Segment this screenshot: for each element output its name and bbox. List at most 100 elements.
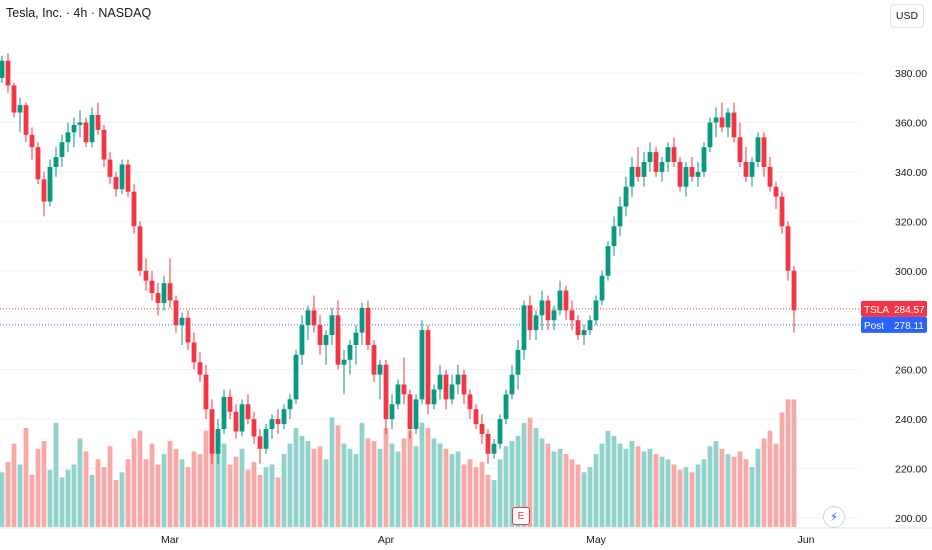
candle-body xyxy=(89,115,95,143)
candle-body xyxy=(131,191,137,227)
candle-body xyxy=(269,419,275,429)
lightning-icon[interactable]: ⚡ xyxy=(823,506,845,528)
volume-bar xyxy=(449,454,455,527)
volume-bar xyxy=(29,474,35,527)
volume-bar xyxy=(41,441,47,527)
volume-bar xyxy=(779,412,785,527)
volume-bar xyxy=(191,451,197,527)
candle-body xyxy=(617,206,623,227)
volume-bar xyxy=(269,464,275,527)
candle-body xyxy=(545,300,551,321)
y-tick-label: 240.00 xyxy=(895,414,927,426)
candle-body xyxy=(419,330,425,400)
candle-body xyxy=(41,179,47,202)
volume-bar xyxy=(341,443,347,527)
candle-body xyxy=(743,162,749,177)
volume-bar xyxy=(203,430,209,527)
volume-bar xyxy=(461,464,467,527)
candle-body xyxy=(599,275,605,301)
y-tick-label: 220.00 xyxy=(895,464,927,476)
candle-body xyxy=(413,399,419,429)
volume-bar xyxy=(119,472,125,527)
candle-body xyxy=(761,137,767,167)
volume-bar xyxy=(749,467,755,527)
candle-body xyxy=(677,162,683,187)
candle-body xyxy=(335,315,341,365)
volume-bar xyxy=(311,448,317,527)
volume-bar xyxy=(239,448,245,527)
volume-bar xyxy=(491,480,497,527)
candle-body xyxy=(137,226,143,271)
candle-body xyxy=(737,137,743,162)
candle-body xyxy=(503,394,509,420)
x-tick-label: Mar xyxy=(161,534,180,546)
candle-body xyxy=(407,394,413,429)
candle-body xyxy=(467,394,473,410)
candle-body xyxy=(773,186,779,197)
candle-body xyxy=(443,374,449,400)
candle-body xyxy=(695,171,701,177)
candle-body xyxy=(29,134,35,148)
price-axis[interactable]: 380.00360.00340.00320.00300.00280.00260.… xyxy=(861,68,927,525)
volume-bar xyxy=(71,464,77,527)
volume-bar xyxy=(593,454,599,527)
candle-body xyxy=(311,310,317,326)
volume-bar xyxy=(383,428,389,527)
volume-bar xyxy=(527,417,533,527)
volume-bar xyxy=(395,451,401,527)
volume-bar xyxy=(599,443,605,527)
earnings-marker[interactable]: E xyxy=(512,507,530,525)
volume-bar xyxy=(413,446,419,527)
candle-body xyxy=(5,60,11,86)
volume-bar xyxy=(197,454,203,527)
candle-body xyxy=(389,404,395,420)
volume-bar xyxy=(647,448,653,527)
candle-body xyxy=(299,325,305,355)
candle-body xyxy=(359,307,365,333)
volume-bar xyxy=(521,422,527,527)
candle-body xyxy=(623,186,629,207)
candle-body xyxy=(557,290,563,311)
candle-body xyxy=(605,246,611,276)
currency-button[interactable]: USD xyxy=(890,4,924,28)
candle-body xyxy=(725,112,731,128)
candle-body xyxy=(713,117,719,123)
volume-bar xyxy=(677,469,683,527)
candle-body xyxy=(551,310,557,321)
volume-bar xyxy=(143,459,149,527)
candle-body xyxy=(0,60,5,78)
candle-body xyxy=(659,162,665,172)
candle-body xyxy=(785,226,791,271)
candle-body xyxy=(347,344,353,360)
post-price-tag-name: Post xyxy=(864,321,884,332)
candle-body xyxy=(77,122,83,125)
y-tick-label: 300.00 xyxy=(895,266,927,278)
volume-bar xyxy=(623,448,629,527)
candle-body xyxy=(755,137,761,162)
time-axis[interactable]: Mar Apr May Jun xyxy=(0,527,932,546)
volume-bar xyxy=(683,467,689,527)
candle-body xyxy=(353,332,359,345)
candle-body xyxy=(701,147,707,172)
y-tick-label: 380.00 xyxy=(895,68,927,80)
candle-body xyxy=(719,117,725,128)
candle-body xyxy=(473,409,479,425)
candle-body xyxy=(521,305,527,350)
candle-body xyxy=(197,362,203,375)
candle-body xyxy=(653,152,659,172)
volume-bar xyxy=(785,399,791,527)
candle-body xyxy=(329,315,335,336)
x-tick-label: Jun xyxy=(798,534,815,546)
last-price-tag-name: TSLA xyxy=(864,305,889,316)
candle-body xyxy=(11,85,17,113)
volume-bar xyxy=(365,438,371,527)
candle-body xyxy=(257,436,263,449)
volume-bar xyxy=(287,443,293,527)
candle-body xyxy=(71,124,77,133)
volume-bar xyxy=(245,469,251,527)
candle-body xyxy=(401,384,407,395)
volume-bar xyxy=(137,430,143,527)
volume-bar xyxy=(653,454,659,527)
volume-bar xyxy=(767,430,773,527)
